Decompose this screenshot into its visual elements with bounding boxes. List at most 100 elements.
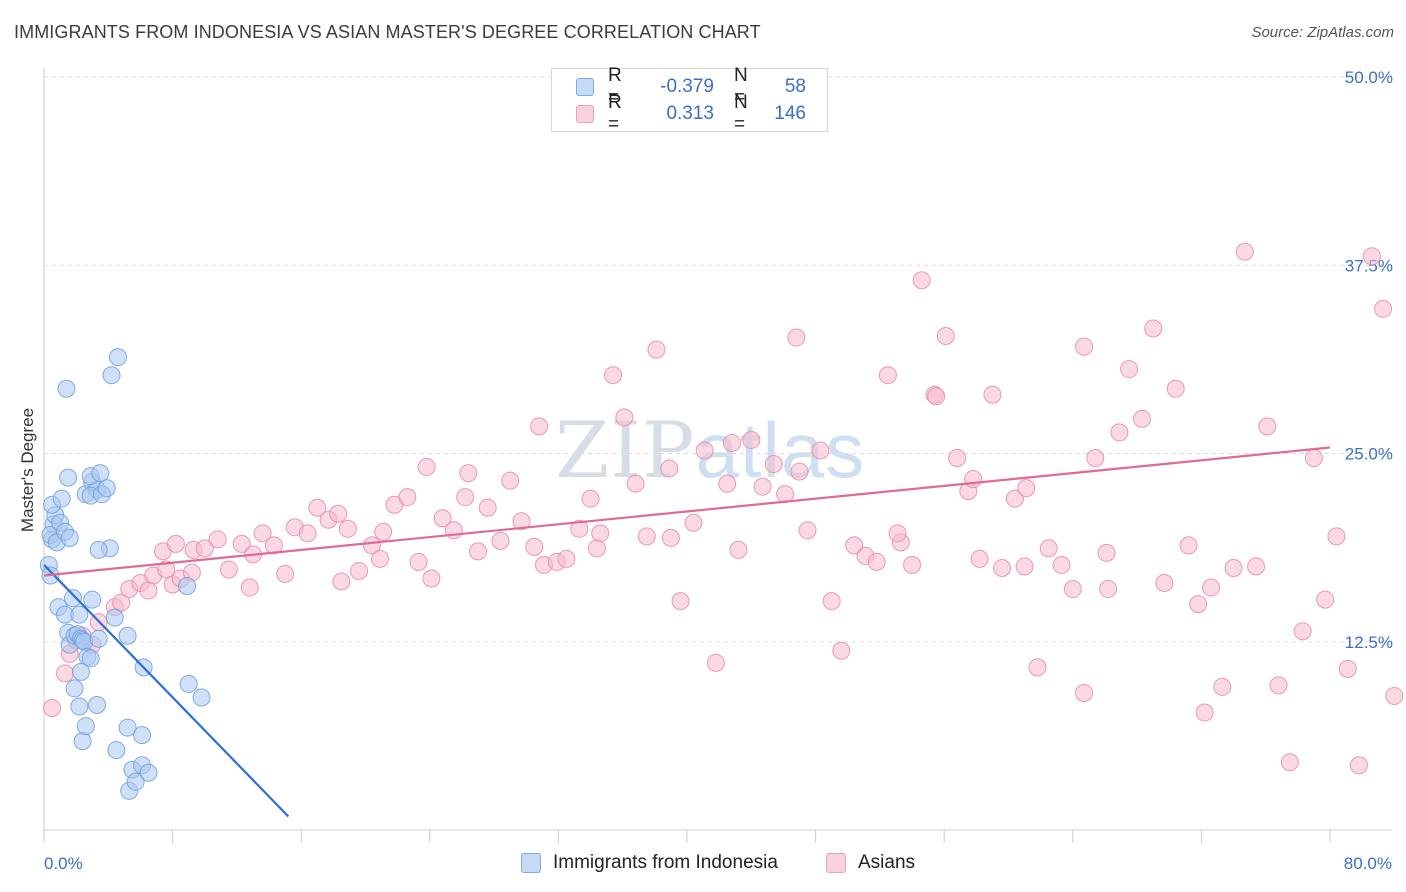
data-point-asian xyxy=(43,699,62,718)
trend-line-indonesia xyxy=(43,564,290,818)
data-point-asian xyxy=(983,385,1002,404)
data-point-indonesia xyxy=(88,696,107,715)
data-point-asian xyxy=(208,530,227,549)
data-point-indonesia xyxy=(65,679,84,698)
y-axis-label: Master's Degree xyxy=(18,407,37,533)
data-point-asian xyxy=(790,462,809,481)
data-point-indonesia xyxy=(133,726,152,745)
data-point-asian xyxy=(329,504,348,523)
data-point-indonesia xyxy=(75,632,94,651)
data-point-asian xyxy=(276,564,295,583)
data-point-indonesia xyxy=(192,688,211,707)
data-point-asian xyxy=(1224,558,1243,577)
data-point-asian xyxy=(491,531,510,550)
data-point-asian xyxy=(661,528,680,547)
data-point-asian xyxy=(1374,299,1393,318)
data-point-asian xyxy=(362,536,381,555)
data-point-asian xyxy=(591,524,610,543)
legend-swatch-indonesia xyxy=(576,78,594,96)
data-point-asian xyxy=(370,549,389,568)
data-point-asian xyxy=(787,328,806,347)
bottom-legend-indonesia: Immigrants from Indonesia xyxy=(521,852,778,874)
data-point-indonesia xyxy=(89,629,108,648)
data-point-indonesia xyxy=(76,717,95,736)
data-point-asian xyxy=(530,417,549,436)
data-point-indonesia xyxy=(108,348,127,367)
data-point-asian xyxy=(1166,379,1185,398)
correlation-legend: R = -0.379 N = 58 R = 0.313 N = 146 xyxy=(551,65,828,135)
data-point-asian xyxy=(1120,360,1139,379)
data-point-asian xyxy=(695,441,714,460)
data-point-asian xyxy=(615,408,634,427)
data-point-asian xyxy=(878,366,897,385)
data-point-asian xyxy=(338,519,357,538)
data-point-asian xyxy=(398,488,417,507)
data-point-asian xyxy=(927,387,946,406)
data-point-asian xyxy=(1005,489,1024,508)
data-point-asian xyxy=(1110,423,1129,442)
data-point-asian xyxy=(1086,449,1105,468)
data-point-asian xyxy=(1144,319,1163,338)
data-point-asian xyxy=(993,558,1012,577)
data-point-asian xyxy=(1155,574,1174,593)
data-point-asian xyxy=(456,488,475,507)
data-point-asian xyxy=(195,539,214,558)
data-point-asian xyxy=(1015,557,1034,576)
bottom-legend-label-asians: Asians xyxy=(858,852,916,873)
data-point-indonesia xyxy=(60,528,79,547)
data-point-asian xyxy=(409,552,428,571)
data-point-indonesia xyxy=(52,489,71,508)
y-tick-label: 25.0% xyxy=(1345,445,1393,464)
data-point-indonesia xyxy=(57,379,76,398)
data-point-asian xyxy=(501,471,520,490)
trend-line-asian xyxy=(43,446,1331,577)
data-point-asian xyxy=(1293,622,1312,641)
data-point-asian xyxy=(1235,242,1254,261)
data-point-asian xyxy=(1269,676,1288,695)
data-point-asian xyxy=(417,458,436,477)
data-point-indonesia xyxy=(83,590,102,609)
data-point-asian xyxy=(264,536,283,555)
data-point-asian xyxy=(718,474,737,493)
data-point-asian xyxy=(647,340,666,359)
bottom-legend-label-indonesia: Immigrants from Indonesia xyxy=(553,852,778,873)
y-tick-label: 12.5% xyxy=(1345,633,1393,652)
legend-r-label: R = xyxy=(608,65,622,108)
data-point-indonesia xyxy=(70,605,89,624)
data-point-asian xyxy=(139,581,158,600)
data-point-asian xyxy=(308,498,327,517)
x-tick-label-max: 80.0% xyxy=(1344,854,1392,873)
data-point-indonesia xyxy=(81,649,100,668)
data-point-asian xyxy=(298,524,317,543)
data-point-asian xyxy=(587,539,606,558)
data-point-asian xyxy=(729,540,748,559)
data-point-asian xyxy=(422,569,441,588)
data-point-indonesia xyxy=(71,662,90,681)
legend-n-value: 58 xyxy=(784,76,806,97)
data-point-asian xyxy=(374,522,393,541)
data-point-asian xyxy=(433,509,452,528)
data-point-asian xyxy=(742,430,761,449)
data-point-asian xyxy=(581,489,600,508)
data-point-asian xyxy=(1338,659,1357,678)
data-point-asian xyxy=(1195,703,1214,722)
source-credit: Source: ZipAtlas.com xyxy=(1251,24,1394,41)
chart-title: IMMIGRANTS FROM INDONESIA VS ASIAN MASTE… xyxy=(14,22,761,42)
data-point-asian xyxy=(157,560,176,579)
data-point-asian xyxy=(637,527,656,546)
data-point-asian xyxy=(219,560,238,579)
data-point-asian xyxy=(1280,753,1299,772)
x-tick-label-min: 0.0% xyxy=(44,854,83,873)
data-point-asian xyxy=(1247,557,1266,576)
data-point-asian xyxy=(1039,539,1058,558)
data-point-asian xyxy=(478,498,497,517)
data-point-asian xyxy=(1202,578,1221,597)
legend-n-value: 146 xyxy=(774,103,806,124)
data-point-indonesia xyxy=(139,763,158,782)
data-point-asian xyxy=(1304,449,1323,468)
data-point-asian xyxy=(671,592,690,611)
data-point-asian xyxy=(1097,543,1116,562)
data-point-asian xyxy=(903,555,922,574)
legend-r-label: R = xyxy=(608,92,622,135)
